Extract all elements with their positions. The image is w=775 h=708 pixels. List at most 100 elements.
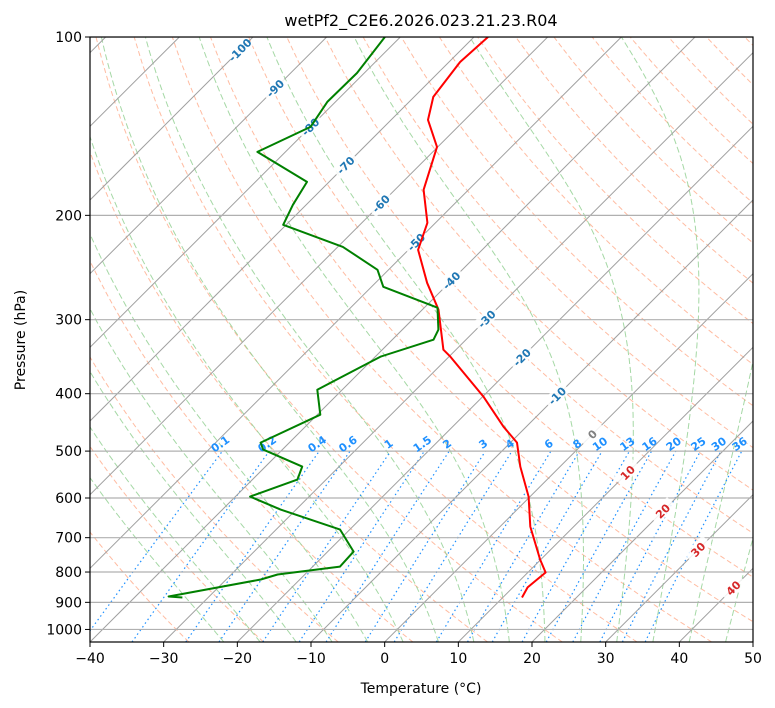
dry-adiabat [133, 37, 638, 642]
isotherm-label-bg [366, 189, 395, 218]
x-tick-label: 40 [670, 651, 688, 667]
moist-adiabat [620, 37, 700, 642]
isotherm [90, 37, 254, 201]
mixing-ratio-label: 0.6 [336, 433, 360, 455]
moist-adiabat [725, 536, 753, 642]
y-axis: 100 200 300 400 500 600 700 800 900 1000 [46, 30, 90, 638]
mixing-ratio-label: 0.1 [209, 433, 232, 455]
dry-adiabat [438, 37, 753, 366]
y-tick-label: 900 [55, 595, 82, 611]
dry-adiabat [90, 150, 488, 642]
x-tick-label: −20 [223, 651, 253, 667]
x-tick-label: 30 [597, 651, 615, 667]
mixing-ratio-line [435, 450, 552, 642]
y-tick-label: 1000 [46, 622, 82, 638]
mixing-ratio-line [262, 450, 392, 642]
y-tick-label: 500 [55, 444, 82, 460]
moist-adiabat [688, 359, 753, 642]
x-tick-label: −10 [296, 651, 326, 667]
moist-adiabat [144, 37, 475, 642]
temperature-line [417, 37, 547, 598]
dry-adiabat [515, 37, 753, 284]
isotherm-label-bg [472, 304, 501, 333]
mixing-ratio-label: 0.4 [306, 433, 330, 455]
y-tick-label: 700 [55, 531, 82, 547]
mixing-ratio-line [572, 450, 677, 642]
x-axis: −40 −30 −20 −10 0 10 20 30 40 50 [75, 642, 762, 667]
isotherm-label-bg [648, 497, 677, 525]
isotherm-label-bg [261, 74, 289, 102]
dry-adiabat [668, 37, 753, 125]
dry-adiabat [477, 37, 753, 325]
moist-adiabat [90, 426, 261, 642]
moist-adiabat [90, 370, 297, 642]
isotherm-label-bg [437, 266, 465, 295]
isotherm-label: 0 [578, 420, 606, 448]
dry-adiabat [362, 37, 753, 449]
moist-adiabat [353, 37, 584, 642]
moist-adiabat [90, 307, 333, 642]
isotherm [90, 37, 696, 642]
mixing-ratio-line [466, 450, 580, 642]
mixing-ratio-line [599, 450, 702, 642]
isotherm [236, 125, 753, 642]
x-axis-label: Temperature (°C) [360, 681, 482, 697]
y-axis-label: Pressure (hPa) [13, 290, 29, 390]
dry-adiabat [248, 37, 753, 578]
isotherm-label-bg [543, 381, 571, 410]
pressure-gridlines [90, 37, 753, 631]
y-tick-label: 200 [55, 208, 82, 224]
isotherm [163, 51, 753, 642]
dry-adiabat [706, 37, 753, 86]
isotherm [531, 420, 753, 642]
mixing-ratio-line [298, 450, 425, 642]
isotherm-label-bg [683, 535, 712, 564]
y-tick-label: 600 [55, 491, 82, 507]
x-tick-label: 10 [449, 651, 467, 667]
dry-adiabat [90, 356, 339, 642]
isotherm-label-bg [578, 420, 606, 448]
isotherm-label-bg [507, 343, 536, 371]
dry-adiabats [90, 37, 753, 642]
plot-frame [89, 36, 754, 643]
isotherm-label-bg [225, 37, 254, 64]
isotherms [90, 37, 753, 642]
isotherm-label-bg [613, 458, 642, 487]
isotherm [310, 199, 753, 642]
dry-adiabat [324, 37, 753, 491]
moist-adiabat [90, 232, 369, 642]
isotherm [90, 37, 622, 570]
mixing-ratio-line [545, 450, 653, 642]
isotherm [90, 37, 549, 496]
dry-adiabat [171, 37, 712, 642]
isotherm-label-bg [719, 573, 747, 602]
moist-adiabat [90, 135, 404, 642]
isotherm [90, 37, 475, 422]
x-tick-label: −30 [149, 651, 179, 667]
dry-adiabat [400, 37, 753, 407]
isotherm [457, 346, 753, 642]
mixing-ratio-label: 3 [477, 437, 491, 452]
dry-adiabat [90, 531, 190, 642]
mixing-ratio-label: 1 [382, 437, 396, 452]
mixing-ratio-line [393, 450, 513, 642]
mixing-ratio-line [218, 450, 351, 642]
y-tick-label: 300 [55, 313, 82, 329]
mixing-ratio-line [364, 450, 486, 642]
isotherm [90, 37, 328, 275]
isotherm [90, 37, 401, 349]
moist-adiabat [469, 37, 634, 642]
mixing-ratio-lines [90, 450, 743, 642]
x-tick-label: 0 [380, 651, 389, 667]
mixing-ratio-label: 1.5 [411, 433, 434, 455]
isotherm-label-text: -100 [226, 36, 255, 65]
moist-adiabat [100, 37, 439, 642]
isotherm-label-bg [331, 151, 360, 179]
isotherm [384, 272, 753, 642]
mixing-ratio-line [325, 450, 450, 642]
dry-adiabat [553, 37, 753, 244]
y-tick-label: 100 [55, 30, 82, 46]
y-tick-label: 800 [55, 565, 82, 581]
mixing-ratio-label: 6 [542, 437, 556, 452]
